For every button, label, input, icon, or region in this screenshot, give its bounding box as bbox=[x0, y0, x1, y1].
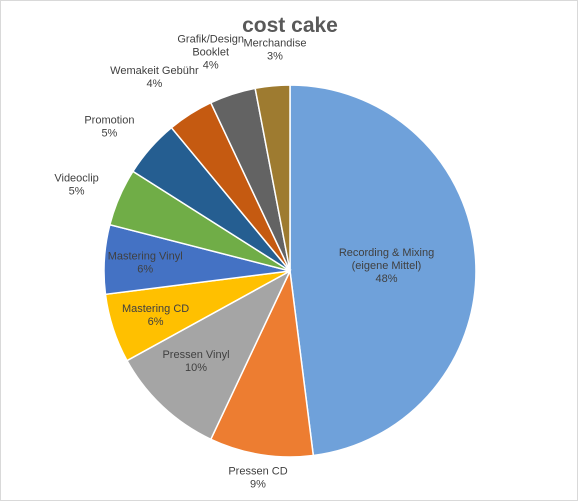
pie-label-name: Mastering CD bbox=[122, 303, 189, 315]
pie-label-8: Wemakeit Gebühr 4% bbox=[110, 65, 199, 90]
pie-label-6: Videoclip 5% bbox=[54, 172, 98, 197]
pie-slices bbox=[103, 84, 477, 458]
pie-label-name: Wemakeit Gebühr bbox=[110, 65, 199, 77]
pie-label-name: Booklet bbox=[192, 47, 229, 59]
pie-label-name: (eigene Mittel) bbox=[352, 260, 422, 272]
pie-label-percent: 48% bbox=[375, 273, 397, 285]
pie-label-name: Merchandise bbox=[244, 37, 307, 49]
chart-title: cost cake bbox=[242, 14, 338, 37]
pie-label-percent: 6% bbox=[148, 316, 164, 328]
pie-label-percent: 6% bbox=[137, 263, 153, 275]
pie-label-10: Merchandise 3% bbox=[244, 37, 307, 62]
pie-label-3: Pressen Vinyl 10% bbox=[162, 349, 229, 374]
pie-label-7: Promotion 5% bbox=[84, 114, 134, 139]
pie-label-percent: 10% bbox=[185, 362, 207, 374]
pie-label-name: Recording & Mixing bbox=[339, 247, 434, 259]
pie-label-percent: 5% bbox=[69, 185, 85, 197]
pie-label-name: Pressen Vinyl bbox=[162, 349, 229, 361]
pie-slice-2 bbox=[209, 268, 315, 458]
pie-label-4: Mastering CD 6% bbox=[122, 303, 189, 328]
pie-label-name: Videoclip bbox=[54, 172, 98, 184]
pie-labels: Recording & Mixing (eigene Mittel) 48% Pres… bbox=[54, 34, 434, 491]
pie-slice-3 bbox=[125, 269, 292, 441]
pie-label-percent: 3% bbox=[267, 50, 283, 62]
pie-label-name: Pressen CD bbox=[228, 466, 287, 478]
pie-label-percent: 4% bbox=[146, 78, 162, 90]
pie-label-5: Mastering Vinyl 6% bbox=[108, 250, 183, 275]
pie-label-percent: 5% bbox=[101, 127, 117, 139]
pie-label-name: Mastering Vinyl bbox=[108, 250, 183, 262]
pie-label-name: Grafik/Design bbox=[177, 34, 244, 46]
pie-label-1: Recording & Mixing (eigene Mittel) 48% bbox=[339, 247, 434, 285]
pie-label-percent: 4% bbox=[203, 60, 219, 72]
pie-label-name: Promotion bbox=[84, 114, 134, 126]
pie-label-9: Grafik/Design Booklet 4% bbox=[177, 34, 244, 72]
pie-slice-1 bbox=[289, 84, 477, 457]
pie-label-2: Pressen CD 9% bbox=[228, 466, 287, 491]
pie-slice-10 bbox=[254, 84, 291, 272]
pie-label-percent: 9% bbox=[250, 479, 266, 491]
